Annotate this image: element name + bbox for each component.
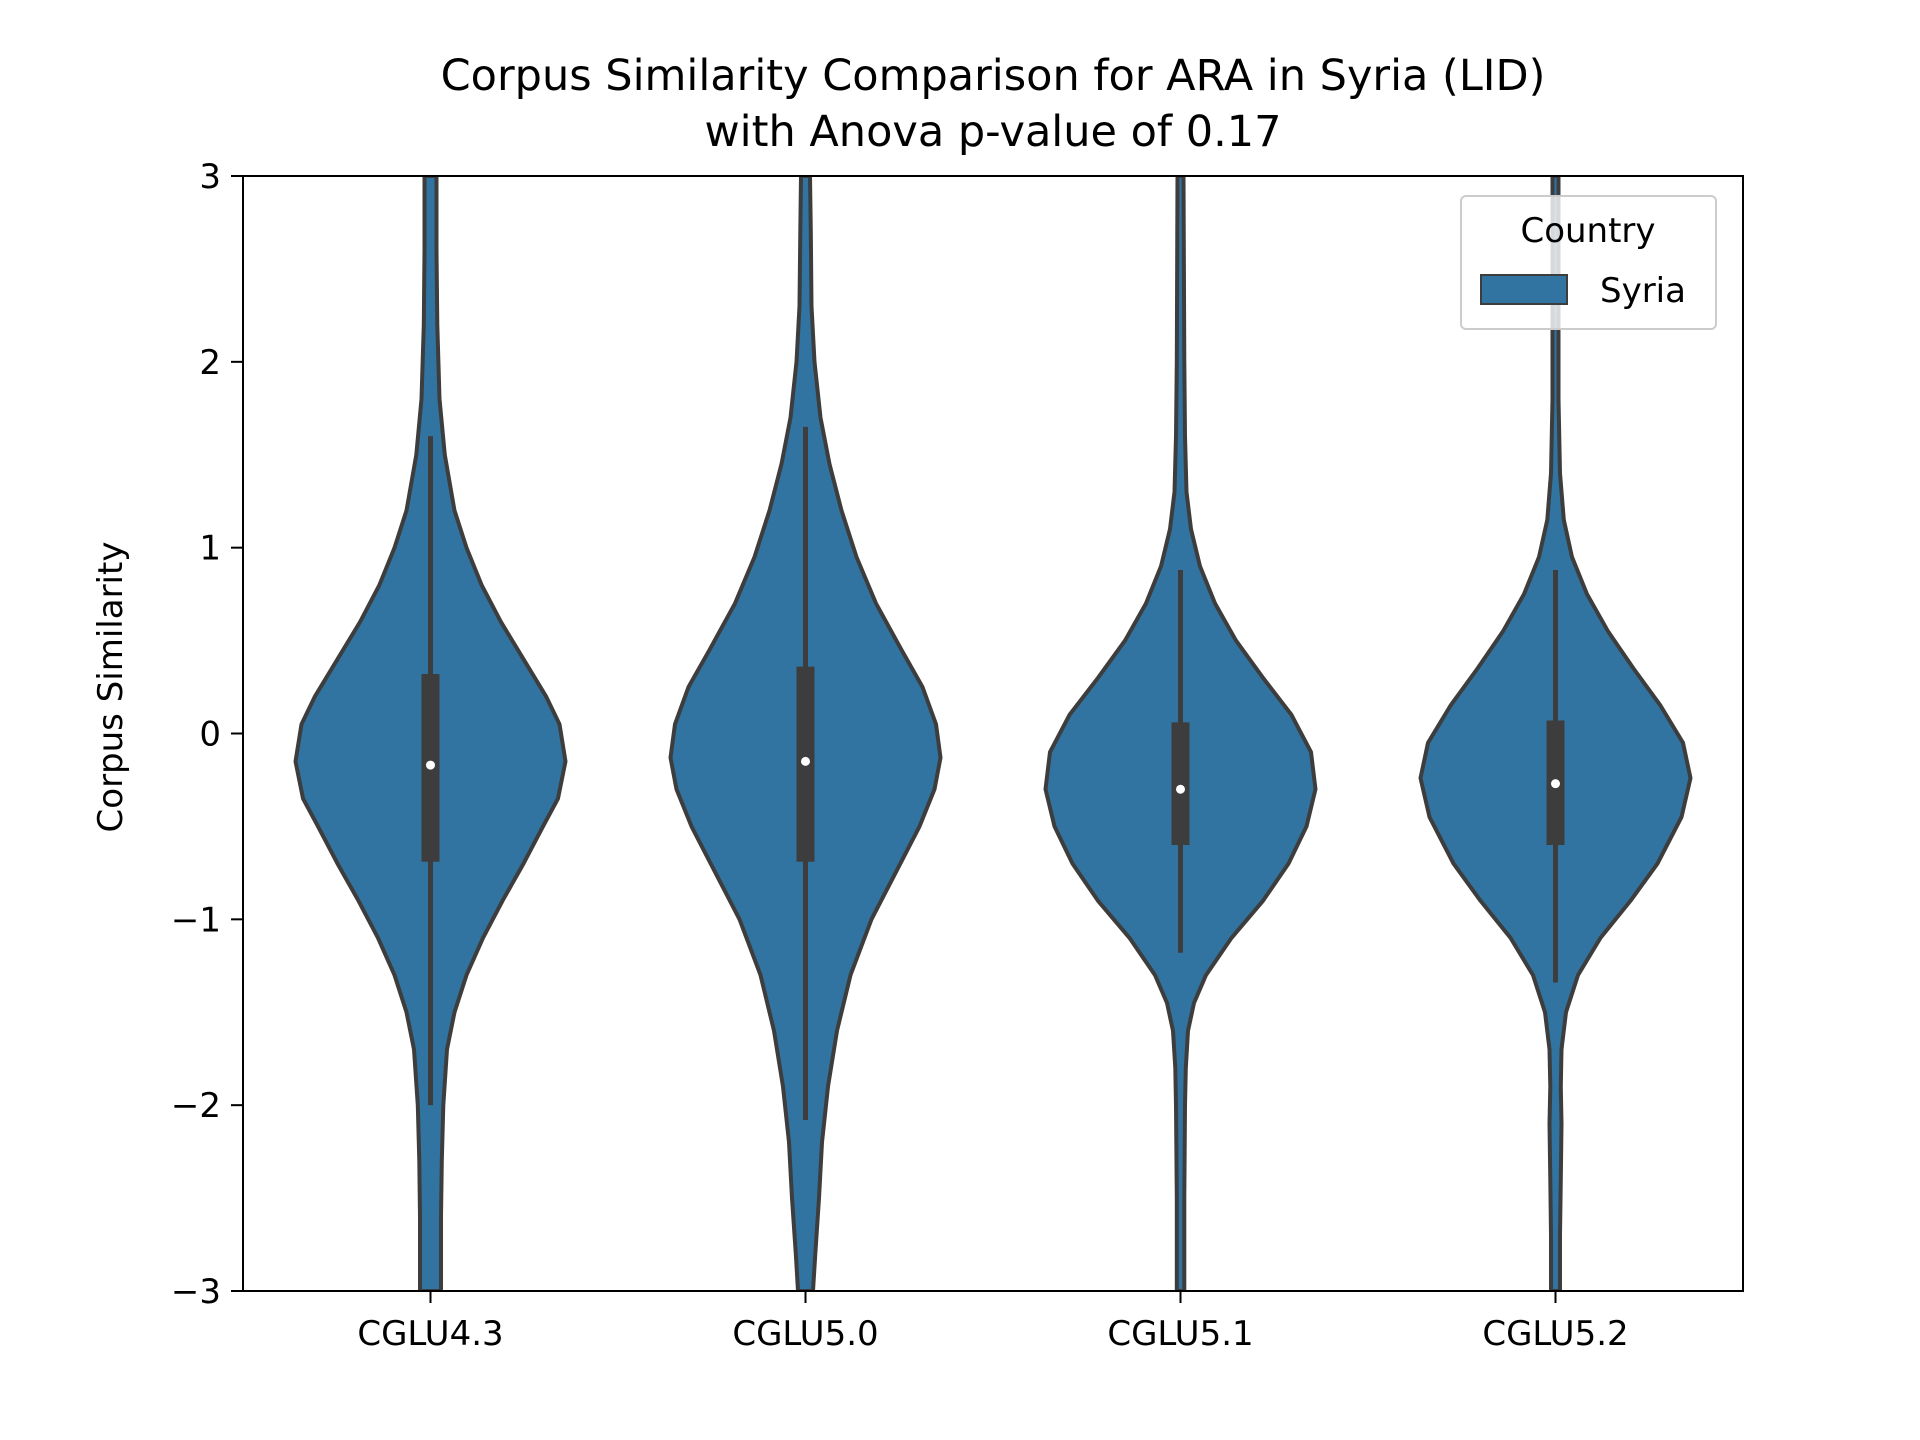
legend-title: Country (1520, 211, 1655, 251)
y-axis-label: Corpus Similarity (91, 542, 131, 833)
x-axis: CGLU4.3 CGLU5.0 CGLU5.1 CGLU5.2 (357, 1291, 1629, 1354)
y-tick-label: 2 (199, 343, 221, 383)
x-tick-label: CGLU5.2 (1482, 1314, 1628, 1354)
x-tick-label: CGLU5.1 (1107, 1314, 1253, 1354)
violin-cglu4-3 (293, 176, 568, 1291)
x-tick-label: CGLU4.3 (357, 1314, 503, 1354)
y-tick-label: 1 (199, 529, 221, 569)
median-marker-cglu4-3 (426, 760, 435, 770)
violin-cglu5-2 (1418, 176, 1693, 1291)
median-marker-cglu5-0 (801, 756, 810, 766)
plot-frame (242, 175, 1744, 1292)
violin-cglu5-0 (668, 176, 943, 1291)
legend-label-syria: Syria (1600, 271, 1686, 311)
median-marker-cglu5-1 (1176, 784, 1185, 794)
iqr-box-cglu5-1 (1171, 722, 1190, 845)
y-tick-label: 3 (199, 157, 221, 197)
median-marker-cglu5-2 (1551, 779, 1560, 789)
y-tick-label: 0 (199, 715, 221, 755)
x-tick-label: CGLU5.0 (732, 1314, 878, 1354)
chart-title-line2: with Anova p-value of 0.17 (705, 107, 1282, 157)
violin-layer (293, 176, 1693, 1291)
violin-cglu5-1 (1043, 176, 1318, 1291)
chart-title-line1: Corpus Similarity Comparison for ARA in … (441, 51, 1546, 101)
y-tick-label: −3 (171, 1272, 221, 1312)
y-tick-label: −2 (171, 1086, 221, 1126)
y-axis: 3 2 1 0 −1 −2 −3 (171, 157, 243, 1312)
legend: Country Syria (1460, 195, 1717, 330)
y-tick-label: −1 (171, 900, 221, 940)
legend-swatch-syria (1480, 274, 1568, 305)
